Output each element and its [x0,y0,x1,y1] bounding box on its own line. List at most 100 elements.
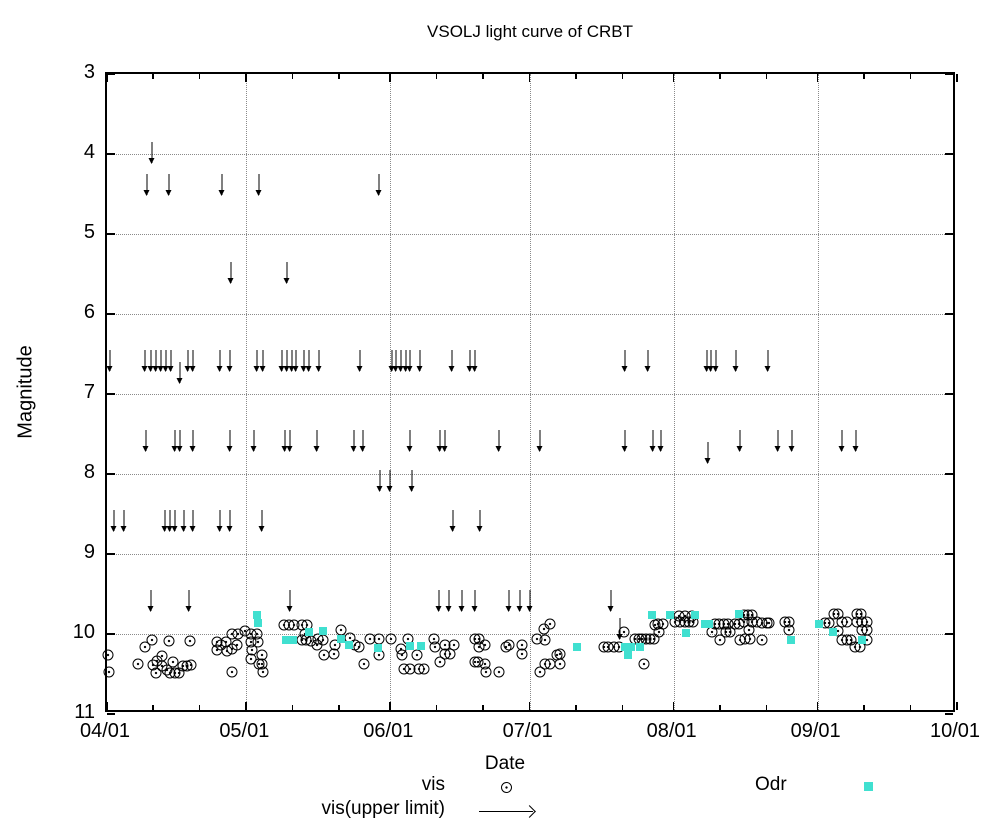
upper-limit-arrow [106,350,113,372]
upper-limit-arrow [250,430,257,452]
x-minor-tick [338,74,340,79]
upper-limit-arrow [732,350,739,372]
upper-limit-arrow [764,350,771,372]
upper-limit-arrow [281,430,288,452]
x-minor-tick [575,74,577,79]
data-point-vis [385,633,397,645]
upper-limit-arrow [300,350,307,372]
upper-limit-arrow [621,350,628,372]
data-point-vis [516,648,528,660]
y-tick [107,633,115,635]
x-tick [672,702,675,710]
upper-limit-arrow [218,174,225,196]
upper-limit-arrow [375,174,382,196]
x-minor-tick [152,74,154,79]
upper-limit-arrow [644,350,651,372]
data-point-odr [665,610,674,619]
upper-limit-arrow [226,430,233,452]
upper-limit-arrow [286,590,293,612]
data-point-vis [103,666,115,678]
x-tick [245,74,247,82]
x-gridline [673,74,675,710]
x-tick-label: 04/01 [79,720,131,742]
data-point-vis [184,635,196,647]
upper-limit-arrow [376,470,383,492]
data-point-vis [763,617,775,629]
data-point-odr [786,636,795,645]
upper-limit-arrow [397,350,404,372]
upper-limit-arrow [435,590,442,612]
upper-limit-arrow [165,174,172,196]
data-point-odr [624,650,633,659]
upper-limit-arrow [141,350,148,372]
upper-limit-arrow [161,510,168,532]
data-point-odr [253,610,262,619]
upper-limit-arrow [495,430,502,452]
y-tick [107,713,115,715]
data-point-vis [373,633,385,645]
plot-area [102,72,958,715]
data-point-vis [638,658,650,670]
x-tick [389,74,391,82]
y-tick [107,153,115,155]
upper-limit-arrow [649,430,656,452]
upper-limit-arrow [110,510,117,532]
upper-limit-arrow [292,350,299,372]
x-minor-tick [863,705,865,710]
x-minor-tick [482,74,484,79]
y-tick [945,393,953,395]
y-tick [107,393,115,395]
chart-title: VSOLJ light curve of CRBT [427,22,633,41]
upper-limit-arrow [466,350,473,372]
upper-limit-arrow [616,618,623,640]
y-tick-label: 6 [83,301,95,323]
data-point-odr [815,620,824,629]
data-point-odr [405,642,414,650]
x-minor-tick [198,705,201,710]
upper-limit-arrow [147,350,154,372]
upper-limit-arrow [445,590,452,612]
data-point-vis [861,624,873,636]
data-point-odr [626,642,635,651]
upper-limit-arrow [416,350,423,372]
upper-limit-arrow [736,430,743,452]
y-tick [945,553,953,555]
upper-limit-arrow [516,590,523,612]
data-point-odr [620,642,629,651]
upper-limit-arrow [458,590,465,612]
data-point-vis [185,659,197,671]
data-point-vis [756,634,768,646]
x-minor-tick [338,705,340,710]
y-tick [107,553,115,555]
x-tick [816,702,819,710]
upper-limit-arrow [167,350,174,372]
data-point-odr [253,618,262,627]
upper-limit-arrow [505,590,512,612]
upper-limit-arrow [185,590,192,612]
upper-limit-arrow [189,350,196,372]
data-point-vis [618,626,630,638]
upper-limit-arrow [852,430,859,452]
upper-limit-arrow [350,430,357,452]
x-minor-tick [152,705,154,710]
x-minor-tick [909,74,912,79]
x-tick-label: 09/01 [790,720,841,742]
data-point-vis [714,634,726,646]
upper-limit-arrow [607,590,614,612]
y-tick [945,73,953,75]
x-tick-label: 06/01 [363,720,414,742]
legend-label-vis: vis [421,774,445,795]
data-point-vis [418,663,430,675]
upper-limit-arrow [448,350,455,372]
upper-limit-arrow [283,262,290,284]
data-point-vis [102,649,114,661]
data-point-odr [416,642,425,650]
data-point-odr [373,644,382,653]
upper-limit-arrow [226,350,233,372]
upper-limit-arrow [152,350,159,372]
x-gridline [529,74,531,710]
upper-limit-arrow [315,350,322,372]
x-gridline [817,74,819,710]
x-minor-tick [482,705,484,710]
